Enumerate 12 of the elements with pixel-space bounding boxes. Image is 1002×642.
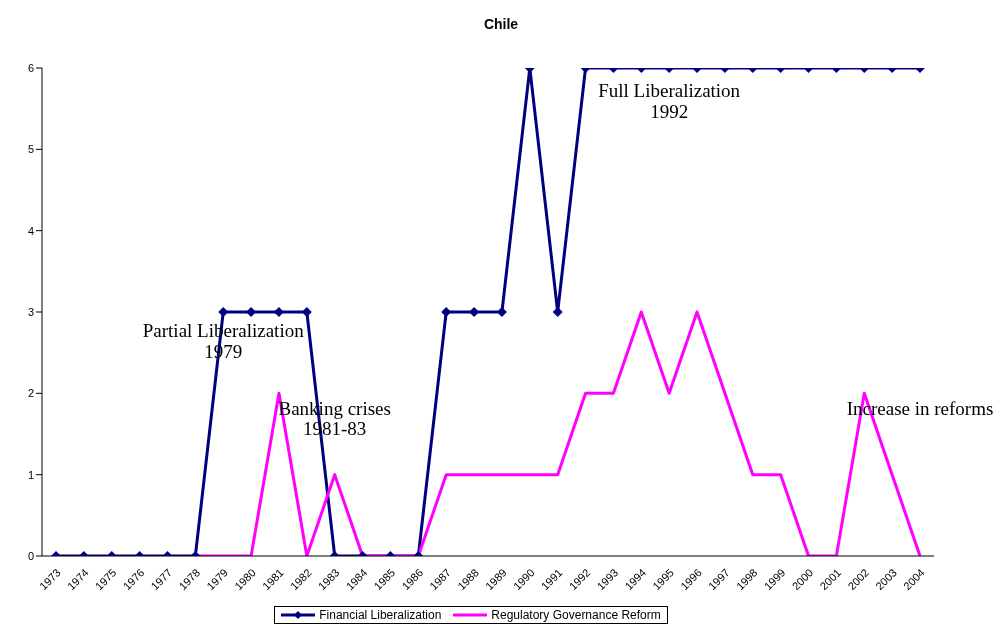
y-tick-label: 2 bbox=[27, 387, 34, 400]
y-tick-label: 3 bbox=[27, 305, 34, 318]
y-tick-label: 4 bbox=[27, 224, 34, 237]
y-tick-label: 0 bbox=[27, 549, 34, 562]
y-tick-label: 5 bbox=[27, 143, 34, 156]
legend-label: Financial Liberalization bbox=[318, 608, 442, 622]
point bbox=[552, 307, 563, 317]
annotation: Full Liberalization 1992 bbox=[598, 80, 741, 123]
y-tick-label: 6 bbox=[27, 61, 34, 74]
chart-title: Chile bbox=[482, 15, 520, 34]
y-tick-label: 1 bbox=[27, 468, 34, 481]
legend-label: Regulatory Governance Reform bbox=[490, 608, 661, 622]
